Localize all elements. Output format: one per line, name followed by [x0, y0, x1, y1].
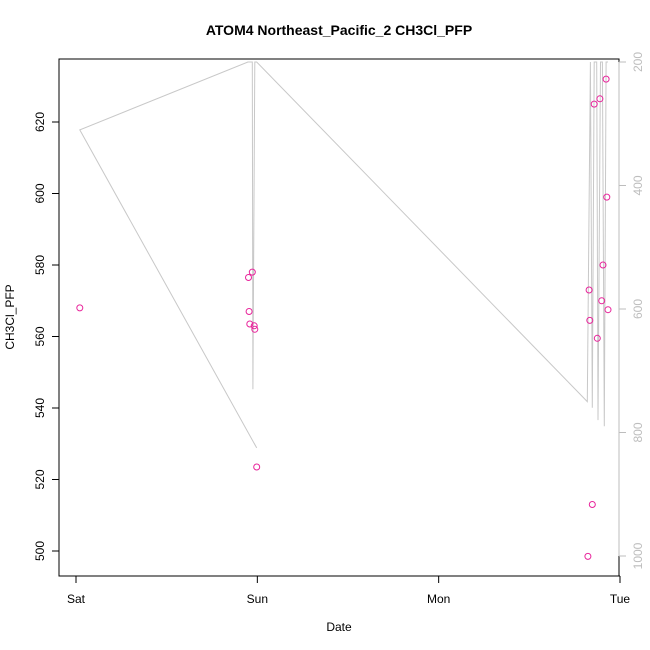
x-tick-label: Sun: [247, 592, 268, 606]
data-point: [250, 322, 258, 330]
data-point: [585, 286, 593, 294]
data-point: [253, 463, 261, 471]
y-tick-label: 580: [33, 255, 47, 275]
y2-tick-label: 600: [631, 299, 645, 319]
y2-tick-label: 800: [631, 422, 645, 442]
x-tick-label: Tue: [610, 592, 631, 606]
plot-frame: [58, 58, 620, 577]
data-point: [248, 268, 256, 276]
data-point: [599, 261, 607, 269]
data-point: [586, 316, 594, 324]
y-tick-label: 600: [33, 183, 47, 203]
data-point: [584, 552, 592, 560]
x-tick-label: Mon: [427, 592, 450, 606]
y2-tick-label: 400: [631, 175, 645, 195]
y-tick-label: 620: [33, 112, 47, 132]
data-point: [251, 325, 259, 333]
y-tick-label: 500: [33, 541, 47, 561]
data-point: [598, 297, 606, 305]
y-tick-label: 520: [33, 469, 47, 489]
x-axis-label: Date: [326, 620, 352, 634]
pressure-series-line: [79, 61, 608, 449]
data-point: [602, 75, 610, 83]
data-point: [603, 193, 611, 201]
data-point: [588, 501, 596, 508]
chart-title: ATOM4 Northeast_Pacific_2 CH3Cl_PFP: [206, 22, 472, 38]
data-point: [593, 334, 601, 342]
x-tick-label: Sat: [67, 592, 86, 606]
y-axis-right: 200 400 600 800 1000: [618, 52, 645, 569]
y-axis-label: CH3Cl_PFP: [3, 284, 17, 349]
y-tick-label: 540: [33, 398, 47, 418]
data-point: [245, 308, 253, 315]
data-point: [596, 95, 604, 103]
data-point: [76, 304, 84, 312]
y-axis-left: 500 520 540 560 580 600 620: [33, 112, 60, 561]
y-tick-label: 560: [33, 326, 47, 346]
data-point: [604, 306, 612, 314]
x-axis: Sat Sun Mon Tue: [67, 575, 631, 606]
pressure-line-layer: [79, 61, 608, 449]
data-point: [590, 100, 598, 108]
y2-tick-label: 200: [631, 52, 645, 72]
data-point: [245, 274, 252, 281]
y2-tick-label: 1000: [631, 542, 645, 569]
data-points-layer: [76, 75, 612, 560]
data-point: [246, 320, 254, 328]
